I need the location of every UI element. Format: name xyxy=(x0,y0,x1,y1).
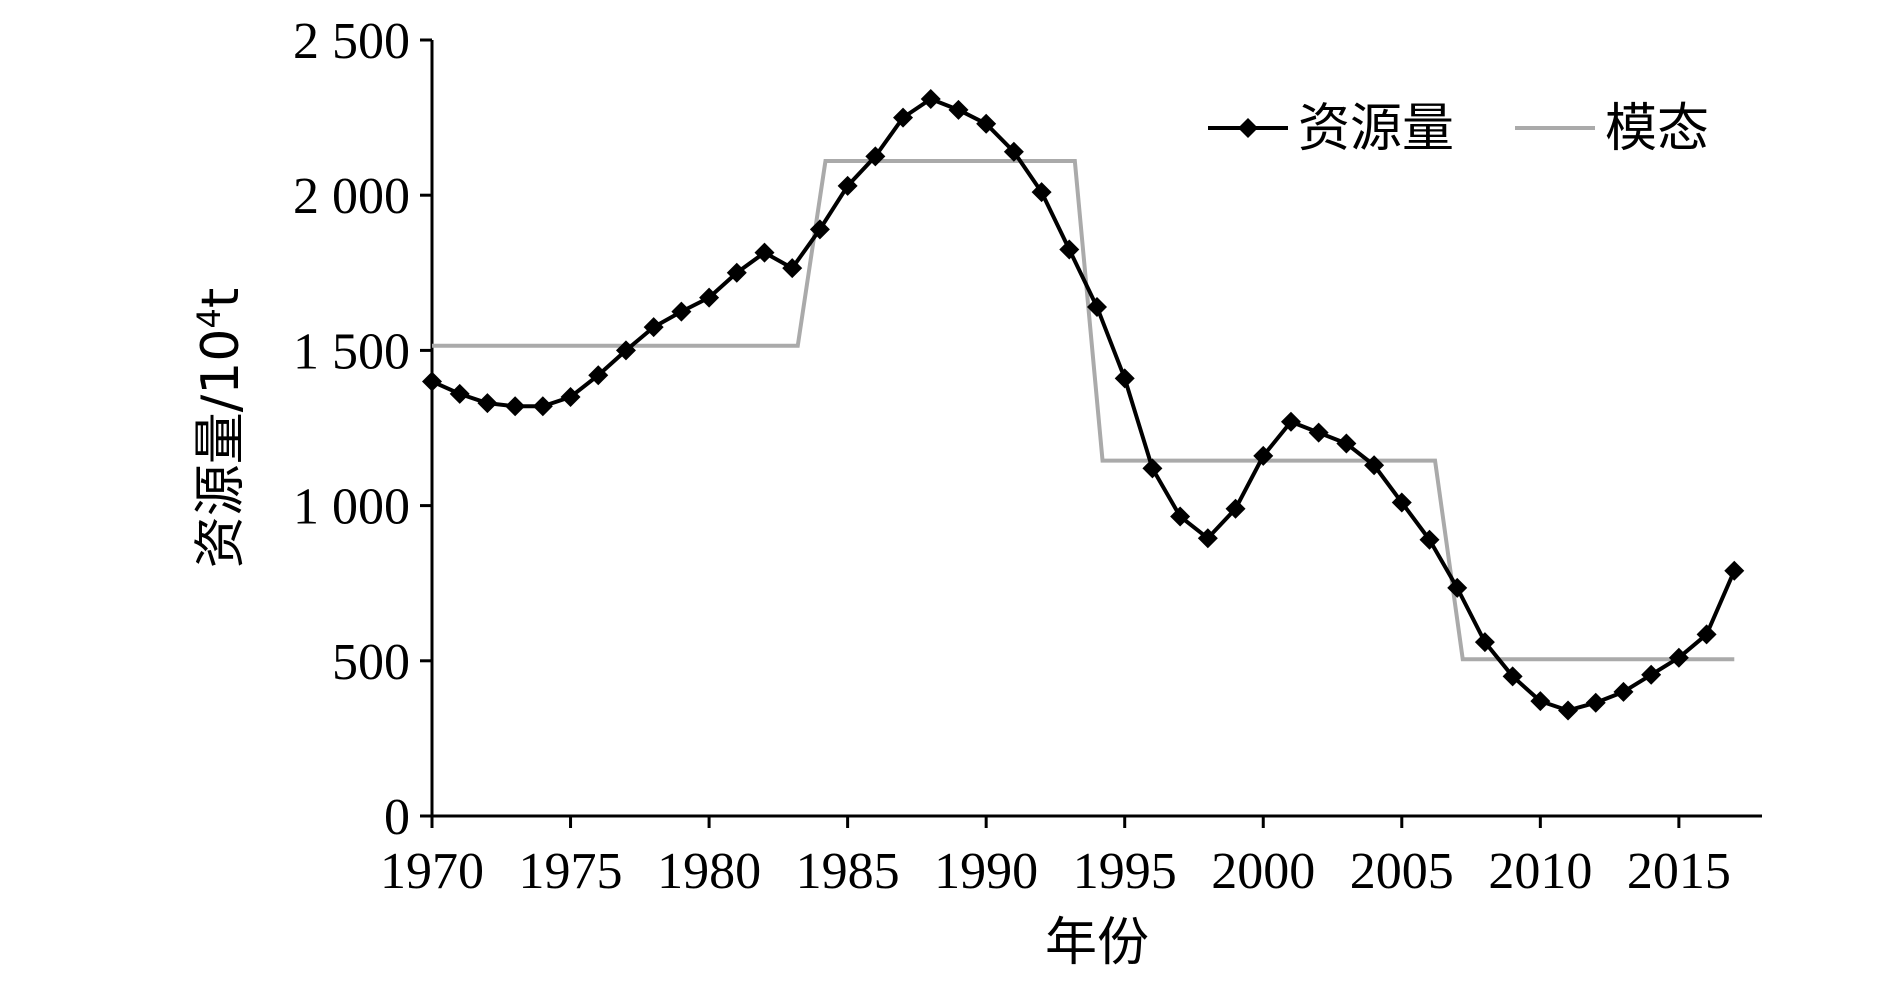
x-tick-label: 1990 xyxy=(934,843,1038,900)
y-tick-label: 500 xyxy=(332,634,410,691)
series-mode xyxy=(432,159,1735,662)
data-point xyxy=(1613,681,1634,702)
y-axis-title-base: 资源量/10 xyxy=(191,329,251,569)
data-point xyxy=(1031,182,1052,203)
data-point xyxy=(1114,368,1135,389)
data-point xyxy=(1447,577,1468,598)
data-point xyxy=(1087,296,1107,317)
y-tick-label: 1 500 xyxy=(293,323,410,380)
data-point xyxy=(1364,455,1385,476)
data-point xyxy=(643,317,664,338)
x-tick-label: 2000 xyxy=(1211,843,1315,900)
legend-label-resource: 资源量 xyxy=(1298,99,1454,159)
legend: 资源量 模态 xyxy=(1208,99,1709,159)
y-axis-title-tail: t xyxy=(191,288,251,308)
data-point xyxy=(865,146,886,167)
x-tick-label: 1970 xyxy=(380,843,484,900)
x-tick-label: 1985 xyxy=(796,843,900,900)
y-axis-title: 资源量/104t xyxy=(190,288,251,568)
data-point xyxy=(1724,560,1745,581)
x-tick-label: 1980 xyxy=(657,843,761,900)
data-point xyxy=(1585,692,1606,713)
data-point xyxy=(754,242,775,263)
data-point xyxy=(615,340,636,361)
data-point xyxy=(809,219,830,240)
data-point xyxy=(1003,141,1024,162)
data-point xyxy=(532,396,553,417)
data-point xyxy=(1530,691,1551,712)
data-point xyxy=(477,393,498,414)
data-point xyxy=(1668,647,1689,668)
x-axis-title: 年份 xyxy=(1045,913,1149,973)
series-line-resource xyxy=(431,96,1737,713)
data-point xyxy=(449,383,470,404)
data-point xyxy=(726,262,747,283)
data-point xyxy=(1225,498,1246,519)
data-point xyxy=(976,113,997,134)
data-point xyxy=(1391,492,1412,513)
data-point xyxy=(1280,411,1301,432)
data-point xyxy=(1197,528,1218,549)
y-tick-label: 1 000 xyxy=(293,479,410,536)
data-point xyxy=(588,365,609,386)
data-point xyxy=(699,287,720,308)
legend-label-mode: 模态 xyxy=(1605,99,1709,159)
x-tick-label: 1975 xyxy=(519,843,623,900)
data-point xyxy=(1336,433,1357,454)
data-point xyxy=(1308,422,1329,443)
data-point xyxy=(1558,700,1579,721)
data-point xyxy=(1474,632,1495,653)
data-point xyxy=(1502,666,1523,687)
data-point xyxy=(1253,445,1274,466)
y-tick-label: 2 500 xyxy=(293,13,410,70)
y-tick-label: 2 000 xyxy=(293,168,410,225)
data-point xyxy=(948,99,969,120)
data-point xyxy=(893,107,914,128)
data-point xyxy=(1059,239,1080,260)
data-point xyxy=(1142,458,1163,479)
legend-marker-resource xyxy=(1238,118,1258,138)
series-resource xyxy=(422,88,1745,721)
data-point xyxy=(505,396,526,417)
y-tick-label: 0 xyxy=(384,789,410,846)
data-point xyxy=(1696,624,1717,645)
data-point xyxy=(920,88,941,109)
data-point xyxy=(1419,529,1440,550)
series-line-mode xyxy=(432,159,1735,662)
y-axis-title-sup: 4 xyxy=(190,308,228,328)
data-point xyxy=(782,258,803,279)
data-point xyxy=(560,386,581,407)
data-point xyxy=(671,301,692,322)
data-point xyxy=(1170,506,1191,527)
x-tick-label: 1995 xyxy=(1073,843,1177,900)
x-tick-label: 2010 xyxy=(1488,843,1592,900)
data-point xyxy=(1641,664,1662,685)
x-tick-label: 2015 xyxy=(1627,843,1731,900)
data-point xyxy=(422,371,442,392)
axis-titles: 年份 资源量/104t xyxy=(190,288,1149,973)
x-tick-label: 2005 xyxy=(1350,843,1454,900)
data-point xyxy=(837,175,858,196)
axes: 0 500 1 000 1 500 2 000 2 500 1970 1975 1980 1985… xyxy=(293,13,1762,900)
